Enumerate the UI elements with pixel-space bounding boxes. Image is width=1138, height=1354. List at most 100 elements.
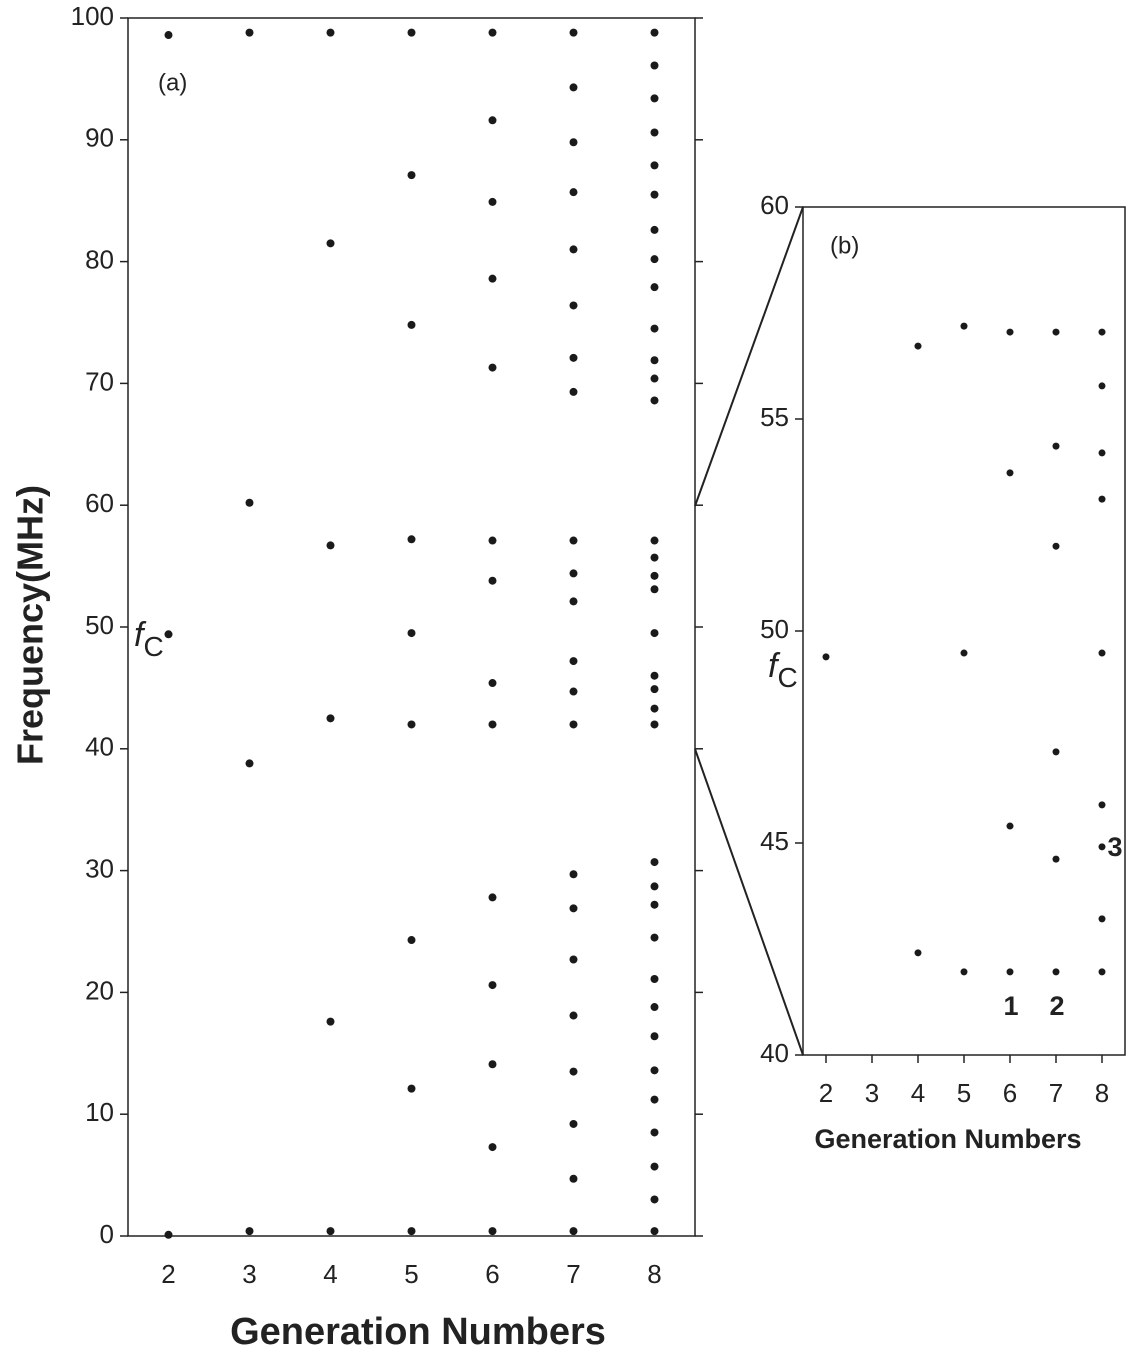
point (1006, 328, 1014, 336)
point (650, 975, 659, 984)
x-tick-label: 5 (404, 1259, 418, 1289)
point (1098, 843, 1106, 851)
point (569, 904, 578, 913)
point (488, 720, 497, 729)
point (488, 1060, 497, 1069)
point-label: 1 (1003, 991, 1018, 1021)
y-tick-label: 10 (85, 1097, 114, 1127)
point (569, 955, 578, 964)
x-axis-label: Generation Numbers (814, 1124, 1081, 1154)
point (1098, 801, 1106, 809)
point (650, 1162, 659, 1171)
point (488, 1227, 497, 1236)
point (650, 685, 659, 694)
point (914, 949, 922, 957)
point (488, 981, 497, 990)
x-tick-label: 7 (566, 1259, 580, 1289)
point (488, 576, 497, 585)
x-tick-label: 3 (242, 1259, 256, 1289)
point (650, 1032, 659, 1041)
point (488, 197, 497, 206)
x-tick-label: 8 (1095, 1078, 1109, 1108)
point (407, 171, 416, 180)
point (569, 720, 578, 729)
point (650, 396, 659, 405)
point (1052, 328, 1060, 336)
point (245, 1227, 254, 1236)
point (650, 283, 659, 292)
point-label: 2 (1049, 991, 1064, 1021)
point (569, 536, 578, 545)
point-label: 3 (1107, 832, 1122, 862)
plot-frame (802, 206, 1126, 1056)
x-tick-label: 2 (819, 1078, 833, 1108)
point (326, 239, 335, 248)
point (1098, 382, 1106, 390)
point (650, 1195, 659, 1204)
point (569, 687, 578, 696)
point (569, 1067, 578, 1076)
point (569, 245, 578, 254)
point (488, 28, 497, 37)
y-tick-label: 50 (760, 614, 789, 644)
point (650, 1066, 659, 1075)
point (1098, 328, 1106, 336)
point (650, 585, 659, 594)
point (1098, 495, 1106, 503)
point (326, 28, 335, 37)
point (650, 374, 659, 383)
x-tick-label: 2 (161, 1259, 175, 1289)
panel-label: (a) (158, 69, 187, 96)
y-tick-label: 60 (85, 488, 114, 518)
point (1052, 542, 1060, 550)
point (488, 274, 497, 283)
point (650, 671, 659, 680)
point (569, 28, 578, 37)
point (569, 188, 578, 197)
point (407, 28, 416, 37)
point (650, 255, 659, 264)
point (650, 128, 659, 137)
point (650, 225, 659, 234)
plot-frame (127, 17, 696, 1237)
y-tick-label: 40 (85, 732, 114, 762)
point (488, 536, 497, 545)
panel-label: (b) (830, 232, 859, 259)
point (407, 720, 416, 729)
point (1052, 442, 1060, 450)
y-tick-label: 80 (85, 244, 114, 274)
point (407, 1227, 416, 1236)
y-tick-label: 0 (100, 1219, 114, 1249)
point (569, 1227, 578, 1236)
point (650, 161, 659, 170)
point (650, 571, 659, 580)
point (407, 936, 416, 945)
point (650, 324, 659, 333)
point (569, 1174, 578, 1183)
point (164, 630, 173, 639)
point (569, 301, 578, 310)
point (407, 629, 416, 638)
point (1098, 649, 1106, 657)
point (488, 893, 497, 902)
x-tick-label: 4 (323, 1259, 337, 1289)
point (569, 138, 578, 147)
zoom-line (694, 206, 804, 507)
point (1052, 855, 1060, 863)
y-tick-label: 55 (760, 402, 789, 432)
point (407, 1084, 416, 1093)
point (960, 649, 968, 657)
point (650, 94, 659, 103)
point (326, 1017, 335, 1026)
point (488, 363, 497, 372)
point (569, 1011, 578, 1020)
fc-annotation: fC (134, 616, 164, 662)
point (569, 1119, 578, 1128)
point (569, 83, 578, 92)
y-tick-label: 20 (85, 975, 114, 1005)
point (1052, 748, 1060, 756)
point (488, 116, 497, 125)
point (1098, 968, 1106, 976)
point (326, 714, 335, 723)
